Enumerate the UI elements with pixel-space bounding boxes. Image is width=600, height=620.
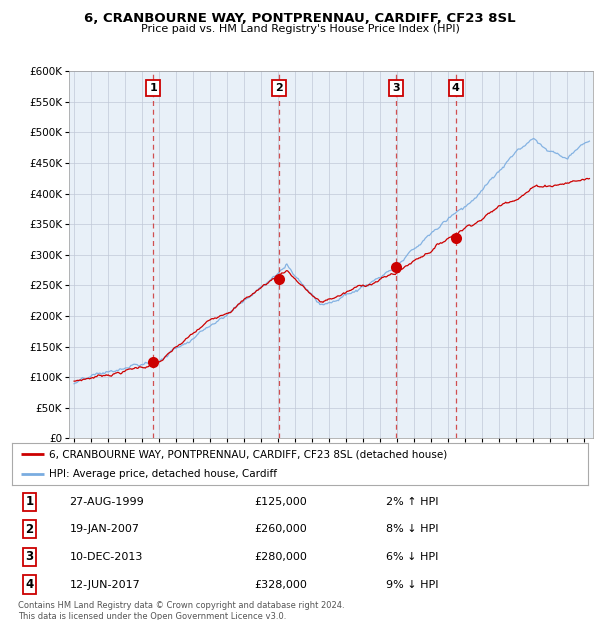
Text: 1: 1 — [25, 495, 34, 508]
Text: 19-JAN-2007: 19-JAN-2007 — [70, 525, 140, 534]
Text: HPI: Average price, detached house, Cardiff: HPI: Average price, detached house, Card… — [49, 469, 277, 479]
Text: 2: 2 — [275, 83, 283, 93]
Text: 12-JUN-2017: 12-JUN-2017 — [70, 580, 140, 590]
Text: 6, CRANBOURNE WAY, PONTPRENNAU, CARDIFF, CF23 8SL: 6, CRANBOURNE WAY, PONTPRENNAU, CARDIFF,… — [84, 12, 516, 25]
Text: 10-DEC-2013: 10-DEC-2013 — [70, 552, 143, 562]
Text: 4: 4 — [452, 83, 460, 93]
Text: £280,000: £280,000 — [254, 552, 307, 562]
Text: 6, CRANBOURNE WAY, PONTPRENNAU, CARDIFF, CF23 8SL (detached house): 6, CRANBOURNE WAY, PONTPRENNAU, CARDIFF,… — [49, 450, 448, 459]
Text: Price paid vs. HM Land Registry's House Price Index (HPI): Price paid vs. HM Land Registry's House … — [140, 24, 460, 33]
Text: £125,000: £125,000 — [254, 497, 307, 507]
Text: 6% ↓ HPI: 6% ↓ HPI — [386, 552, 439, 562]
Text: £260,000: £260,000 — [254, 525, 307, 534]
Text: 8% ↓ HPI: 8% ↓ HPI — [386, 525, 439, 534]
Text: 4: 4 — [25, 578, 34, 591]
Text: 3: 3 — [392, 83, 400, 93]
Text: Contains HM Land Registry data © Crown copyright and database right 2024.
This d: Contains HM Land Registry data © Crown c… — [18, 601, 344, 620]
Text: 2: 2 — [25, 523, 34, 536]
Text: 9% ↓ HPI: 9% ↓ HPI — [386, 580, 439, 590]
Text: 27-AUG-1999: 27-AUG-1999 — [70, 497, 145, 507]
Text: £328,000: £328,000 — [254, 580, 307, 590]
Text: 3: 3 — [25, 551, 34, 564]
Text: 1: 1 — [149, 83, 157, 93]
Text: 2% ↑ HPI: 2% ↑ HPI — [386, 497, 439, 507]
